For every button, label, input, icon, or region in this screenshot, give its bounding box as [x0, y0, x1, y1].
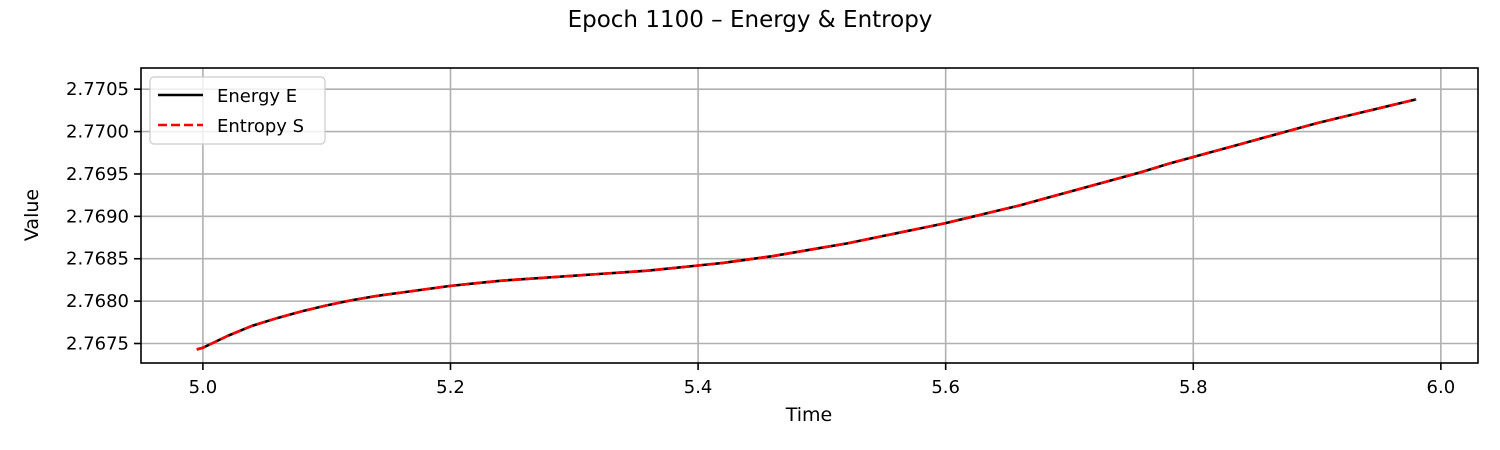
x-tick-label: 6.0: [1427, 377, 1456, 398]
legend: Energy E Entropy S: [149, 76, 326, 145]
x-tick-label: 5.8: [1179, 377, 1208, 398]
y-tick-label: 2.7680: [66, 291, 129, 312]
series-layer: [196, 98, 1417, 351]
x-tick-label: 5.0: [189, 377, 218, 398]
legend-label-entropy: Entropy S: [217, 116, 304, 137]
y-tick-label: 2.7695: [66, 164, 129, 185]
x-tick-label: 5.2: [436, 377, 465, 398]
plot-area-frame: [140, 67, 1479, 364]
legend-label-energy: Energy E: [217, 86, 297, 107]
chart-title: Epoch 1100 – Energy & Entropy: [568, 7, 933, 33]
x-axis-title: Time: [785, 404, 833, 426]
y-axis-title: Value: [21, 189, 43, 241]
x-tick-label: 5.4: [684, 377, 713, 398]
tick-layer: 5.0 5.2 5.4 5.6 5.8 6.0 2.7675 2.7680 2.7685 2.76…: [66, 79, 1455, 398]
y-tick-label: 2.7675: [66, 334, 129, 355]
series-line-entropy: [196, 98, 1417, 351]
series-line-energy: [196, 98, 1417, 351]
x-tick-label: 5.6: [931, 377, 960, 398]
y-tick-label: 2.7705: [66, 79, 129, 100]
y-tick-label: 2.7700: [66, 122, 129, 143]
y-tick-label: 2.7690: [66, 206, 129, 227]
grid-layer: [141, 68, 1478, 363]
y-tick-label: 2.7685: [66, 249, 129, 270]
